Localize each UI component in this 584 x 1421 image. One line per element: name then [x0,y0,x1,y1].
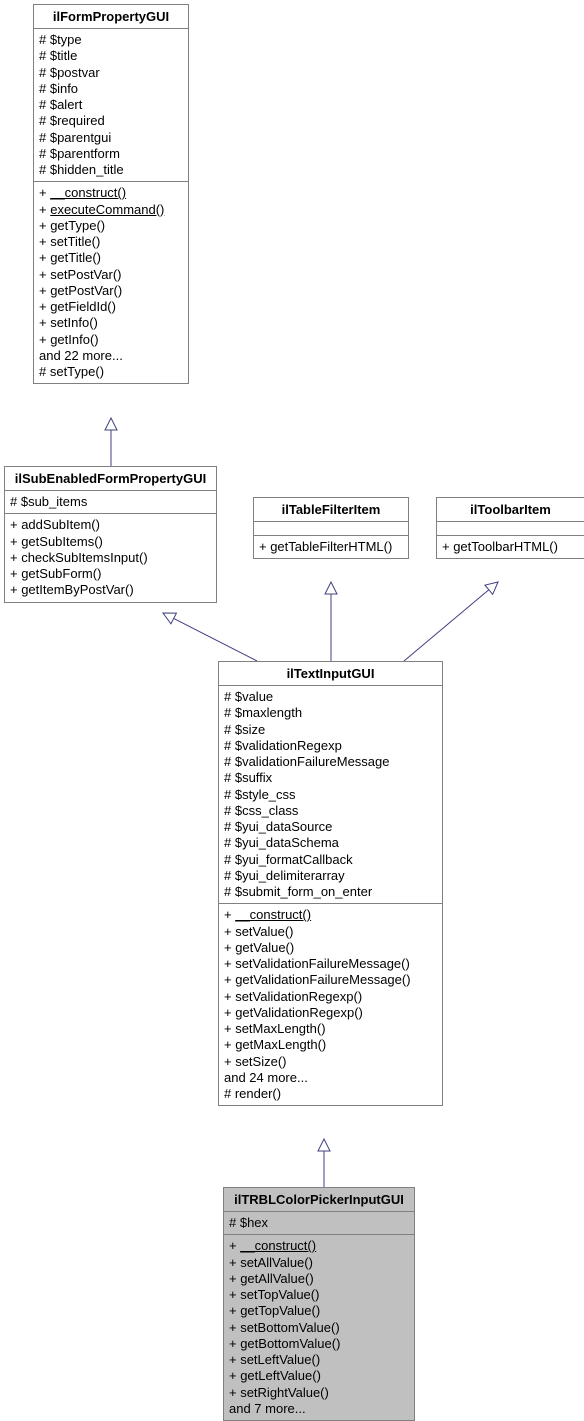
method-row: + getValidationFailureMessage() [224,972,437,988]
class-ilToolbarItem: ilToolbarItem + getToolbarHTML() [436,497,584,559]
attribute-row: # $size [224,722,437,738]
method-row: and 24 more... [224,1070,437,1086]
attribute-row: # $yui_formatCallback [224,852,437,868]
method-row: + setSize() [224,1054,437,1070]
attribute-row: # $maxlength [224,705,437,721]
class-ilTableFilterItem: ilTableFilterItem + getTableFilterHTML() [253,497,409,559]
method-row: and 22 more... [39,348,183,364]
attribute-row: # $css_class [224,803,437,819]
method-row: + setLeftValue() [229,1352,409,1368]
class-attributes: # $sub_items [5,491,216,514]
method-row: + setValidationFailureMessage() [224,956,437,972]
class-attributes: # $type# $title# $postvar# $info# $alert… [34,29,188,182]
method-row: + getLeftValue() [229,1368,409,1384]
attribute-row: # $yui_dataSource [224,819,437,835]
method-row: + __construct() [229,1238,409,1254]
method-row: + getInfo() [39,332,183,348]
method-row: + getBottomValue() [229,1336,409,1352]
method-row: + getFieldId() [39,299,183,315]
class-title: ilTextInputGUI [219,662,442,686]
attribute-row: # $sub_items [10,494,211,510]
class-methods: + getToolbarHTML() [437,536,584,558]
attribute-row: # $info [39,81,183,97]
attribute-row: # $style_css [224,787,437,803]
method-row: + setTitle() [39,234,183,250]
method-row: + getTopValue() [229,1303,409,1319]
method-row: + getItemByPostVar() [10,582,211,598]
method-row: + setInfo() [39,315,183,331]
attribute-row: # $yui_dataSchema [224,835,437,851]
method-row: + setTopValue() [229,1287,409,1303]
method-row: + __construct() [39,185,183,201]
uml-canvas: ilFormPropertyGUI# $type# $title# $postv… [4,4,580,1377]
class-methods: + __construct()+ setAllValue()+ getAllVa… [224,1235,414,1420]
method-row: + getTitle() [39,250,183,266]
class-ilTRBLColorPickerInputGUI: ilTRBLColorPickerInputGUI # $hex + __const… [223,1187,415,1421]
attribute-row: # $validationRegexp [224,738,437,754]
method-row: + getValidationRegexp() [224,1005,437,1021]
attribute-row: # $title [39,48,183,64]
class-methods: + getTableFilterHTML() [254,536,408,558]
class-title: ilToolbarItem [437,498,584,522]
method-row: + getValue() [224,940,437,956]
class-attributes: # $value# $maxlength# $size# $validation… [219,686,442,904]
method-row: + getPostVar() [39,283,183,299]
attribute-row: # $alert [39,97,183,113]
attribute-row: # $value [224,689,437,705]
attribute-row: # $yui_delimiterarray [224,868,437,884]
attribute-row: # $type [39,32,183,48]
class-methods: + addSubItem()+ getSubItems()+ checkSubI… [5,514,216,601]
method-row: + setBottomValue() [229,1320,409,1336]
method-row: + getMaxLength() [224,1037,437,1053]
method-row: + getSubItems() [10,534,211,550]
class-title: ilTableFilterItem [254,498,408,522]
attribute-row: # $hex [229,1215,409,1231]
method-row: + getAllValue() [229,1271,409,1287]
method-row: + getSubForm() [10,566,211,582]
attribute-row: # $parentgui [39,130,183,146]
class-methods: + __construct()+ setValue()+ getValue()+… [219,904,442,1105]
method-row: # setType() [39,364,183,380]
class-attributes: # $hex [224,1212,414,1235]
method-row: + getToolbarHTML() [442,539,579,555]
attribute-row: # $parentform [39,146,183,162]
method-row: + setMaxLength() [224,1021,437,1037]
attribute-row: # $hidden_title [39,162,183,178]
attribute-row: # $required [39,113,183,129]
method-row: # render() [224,1086,437,1102]
class-attributes [254,522,408,536]
class-title: ilFormPropertyGUI [34,5,188,29]
class-attributes [437,522,584,536]
method-row: + setAllValue() [229,1255,409,1271]
class-title: ilTRBLColorPickerInputGUI [224,1188,414,1212]
method-row: + getTableFilterHTML() [259,539,403,555]
method-row: + setValue() [224,924,437,940]
method-row: + setValidationRegexp() [224,989,437,1005]
attribute-row: # $suffix [224,770,437,786]
class-ilFormPropertyGUI: ilFormPropertyGUI# $type# $title# $postv… [33,4,189,384]
method-row: and 7 more... [229,1401,409,1417]
attribute-row: # $postvar [39,65,183,81]
class-ilTextInputGUI: ilTextInputGUI# $value# $maxlength# $siz… [218,661,443,1106]
attribute-row: # $validationFailureMessage [224,754,437,770]
attribute-row: # $submit_form_on_enter [224,884,437,900]
method-row: + addSubItem() [10,517,211,533]
class-methods: + __construct()+ executeCommand()+ getTy… [34,182,188,383]
method-row: + setRightValue() [229,1385,409,1401]
class-title: ilSubEnabledFormPropertyGUI [5,467,216,491]
method-row: + executeCommand() [39,202,183,218]
method-row: + getType() [39,218,183,234]
class-ilSubEnabledFormPropertyGUI: ilSubEnabledFormPropertyGUI # $sub_items +… [4,466,217,603]
method-row: + __construct() [224,907,437,923]
method-row: + setPostVar() [39,267,183,283]
method-row: + checkSubItemsInput() [10,550,211,566]
